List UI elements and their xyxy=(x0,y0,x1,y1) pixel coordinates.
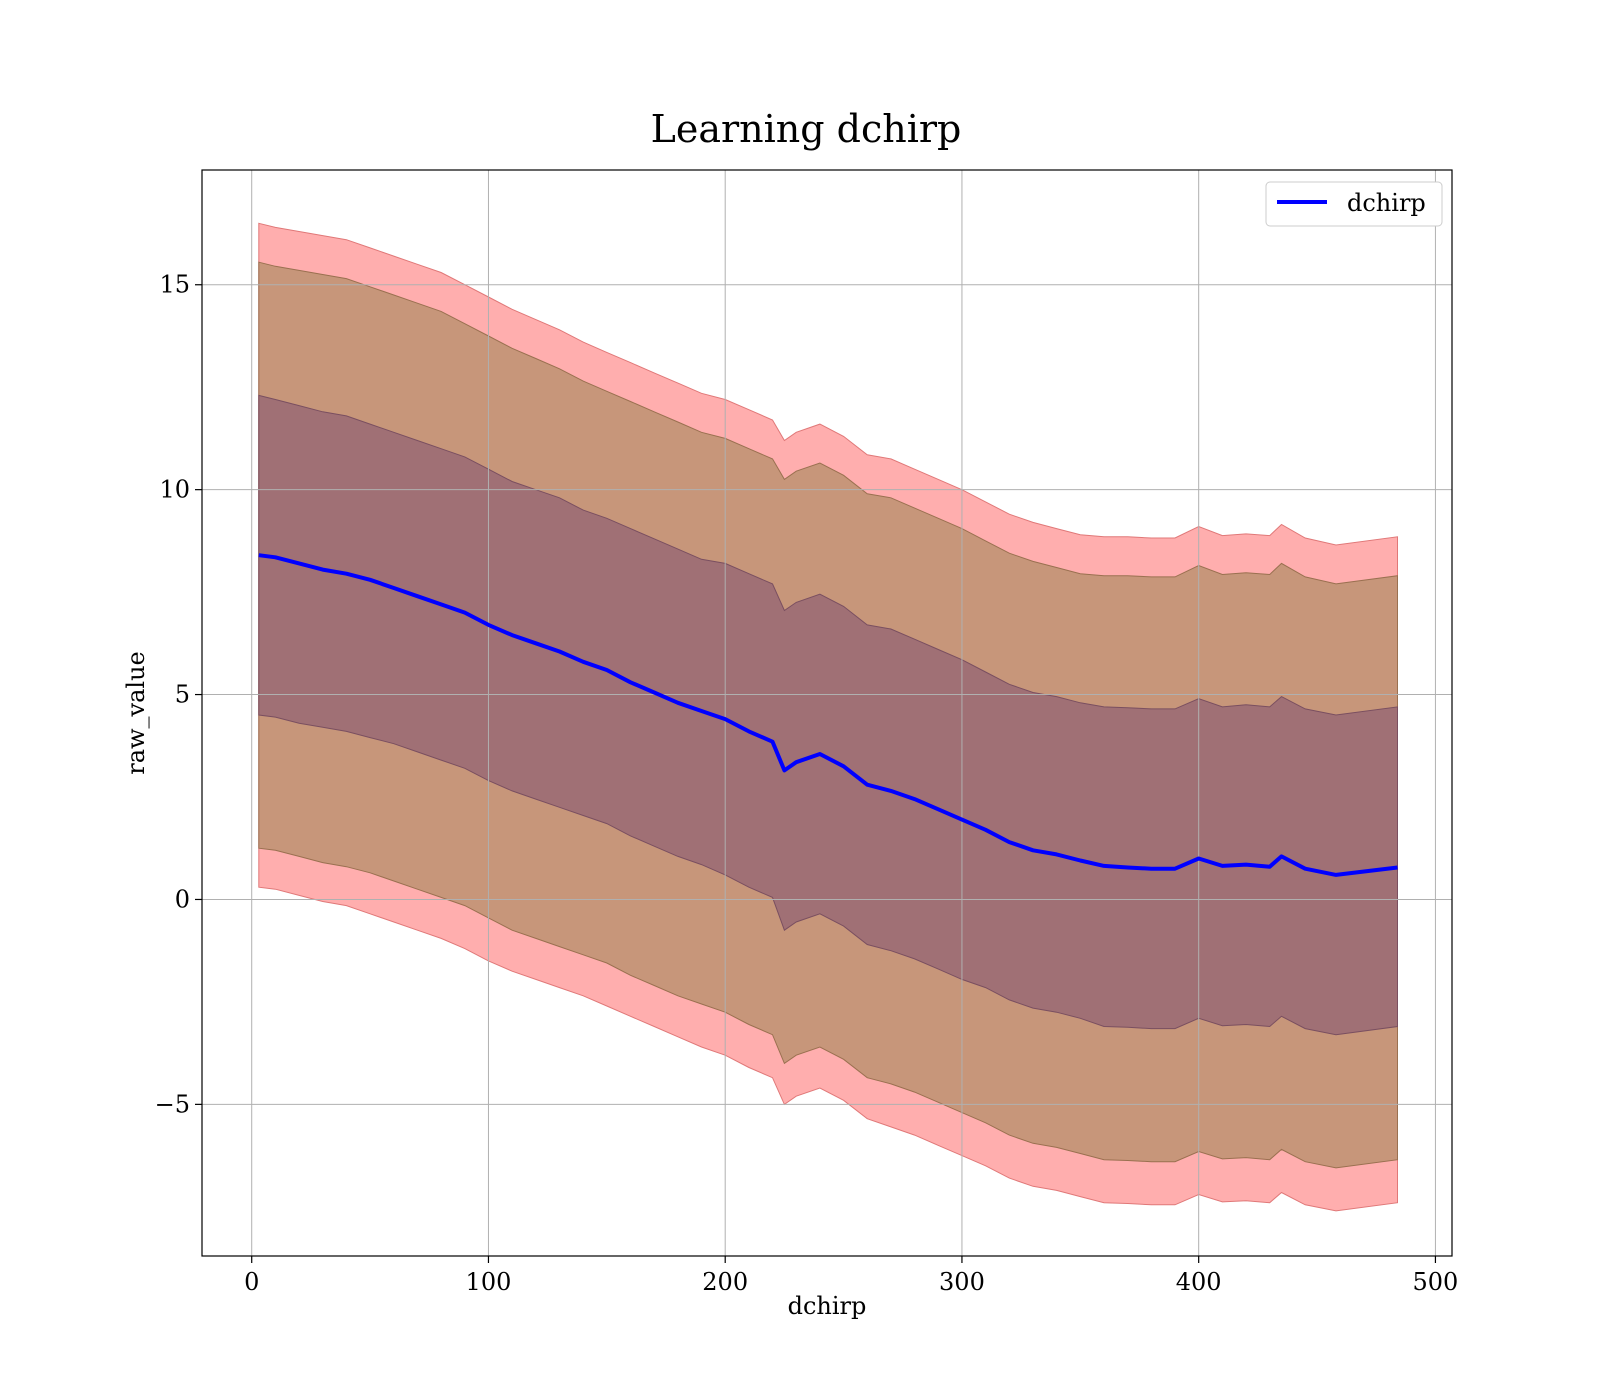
grid-lines xyxy=(202,170,1452,1256)
band-inner xyxy=(258,394,1398,1036)
legend-label-dchirp: dchirp xyxy=(1347,189,1426,217)
x-tick-label: 200 xyxy=(702,1268,748,1296)
x-tick-label: 100 xyxy=(466,1268,512,1296)
x-axis-label: dchirp xyxy=(788,1292,867,1320)
x-tick-label: 400 xyxy=(1176,1268,1222,1296)
y-tick-label: 0 xyxy=(175,885,190,913)
x-tick-label: 500 xyxy=(1413,1268,1459,1296)
series-line-dchirp xyxy=(258,553,1398,877)
x-tick-label: 300 xyxy=(939,1268,985,1296)
x-tick-label: 0 xyxy=(244,1268,259,1296)
legend: dchirp xyxy=(1265,181,1443,227)
plot-frame xyxy=(201,169,1453,1257)
series-layer xyxy=(258,553,1398,877)
legend-box xyxy=(1265,181,1443,227)
y-tick-label: 15 xyxy=(159,271,190,299)
chart-title: Learning dchirp xyxy=(651,107,962,151)
y-axis-label: raw_value xyxy=(122,651,150,775)
y-tick-label: −5 xyxy=(155,1090,190,1118)
y-tick-label: 5 xyxy=(175,681,190,709)
y-tick-label: 10 xyxy=(159,476,190,504)
axis-ticks: 0 100 200 300 400 500 −5 0 5 10 15 xyxy=(155,271,1459,1296)
plot-area xyxy=(258,222,1398,1212)
